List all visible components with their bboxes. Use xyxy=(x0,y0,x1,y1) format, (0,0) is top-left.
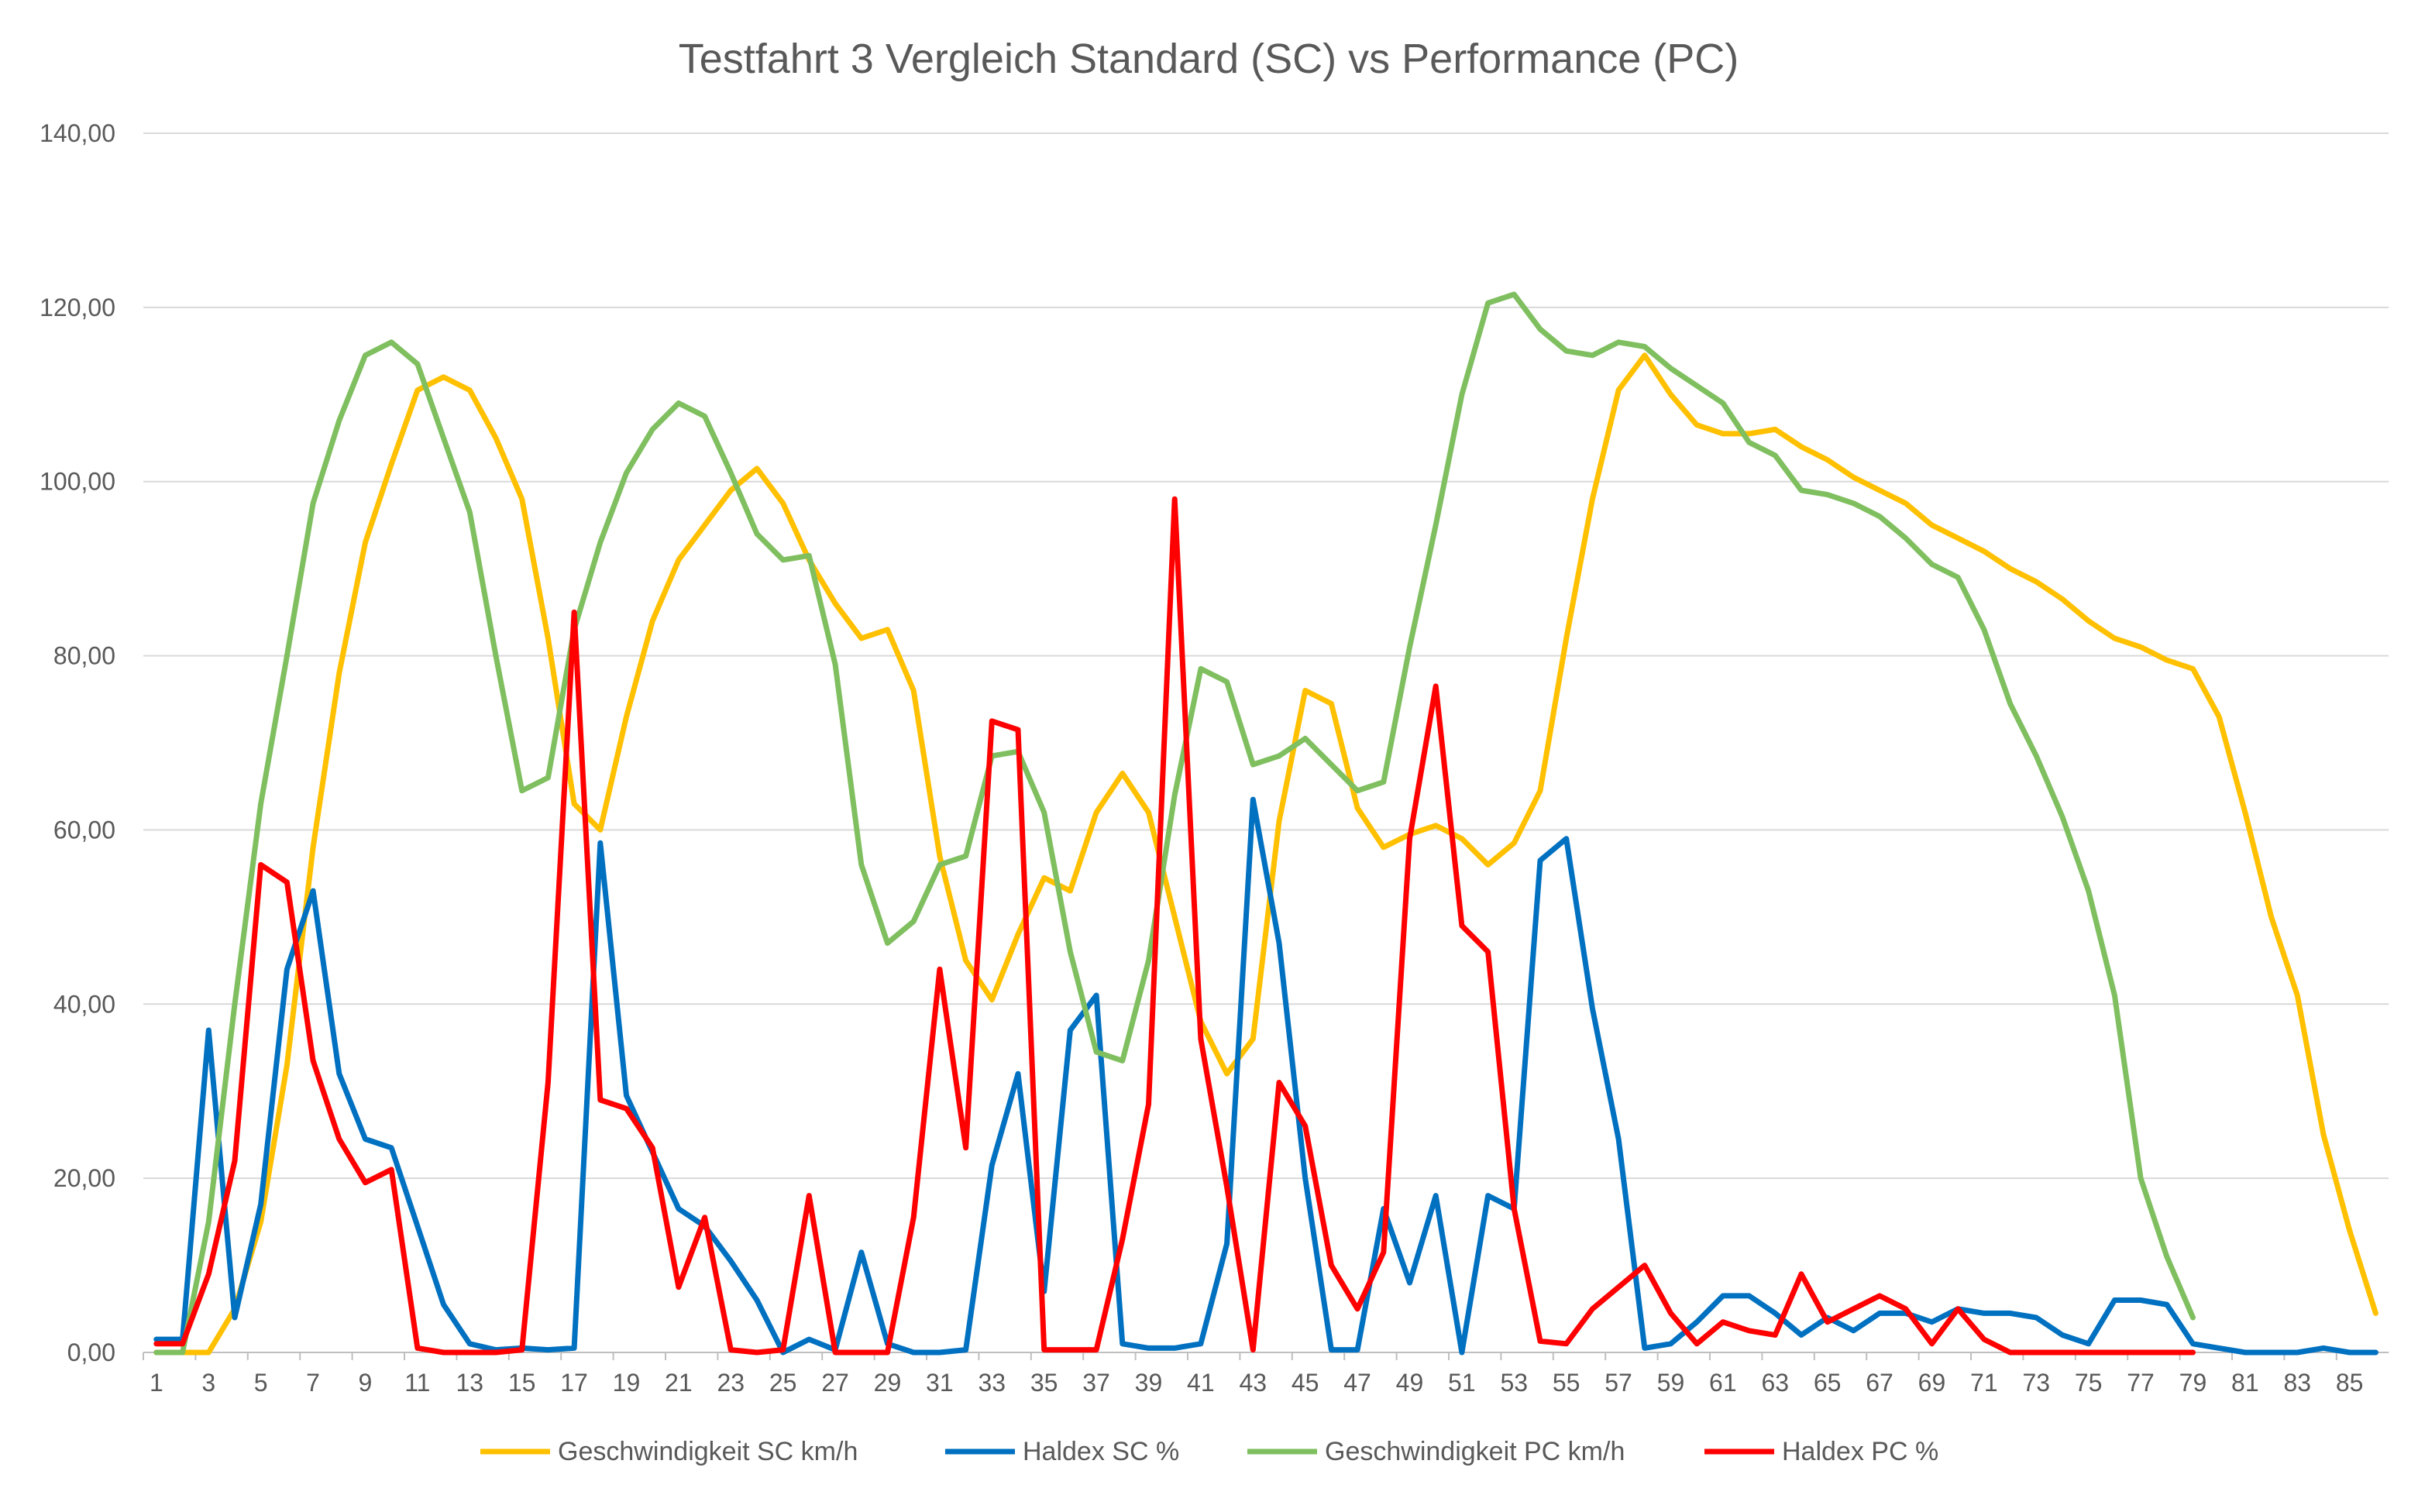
x-tick-label: 55 xyxy=(1553,1369,1580,1397)
x-tick-label: 13 xyxy=(456,1369,483,1397)
legend-label: Geschwindigkeit PC km/h xyxy=(1325,1437,1625,1466)
x-tick-label: 11 xyxy=(404,1369,430,1397)
chart-title: Testfahrt 3 Vergleich Standard (SC) vs P… xyxy=(679,36,1739,82)
x-tick-label: 17 xyxy=(560,1369,588,1397)
y-tick-label: 60,00 xyxy=(53,816,115,844)
x-tick-label: 77 xyxy=(2127,1369,2155,1397)
x-tick-label: 29 xyxy=(874,1369,902,1397)
x-tick-label: 41 xyxy=(1187,1369,1215,1397)
series-line-4 xyxy=(153,496,2196,1356)
y-axis-ticks: 0,00 20,00 40,00 60,00 80,00 100,00 120,00 140,… xyxy=(40,119,115,1366)
series-line-1 xyxy=(153,352,2378,1356)
y-tick-label: 80,00 xyxy=(53,642,115,670)
x-axis-ticks: 1 3 5 7 9 11 13 15 17 19 21 23 25 27 29 31 33 35 37 39 41 43 4… xyxy=(143,1352,2363,1397)
x-tick-label: 37 xyxy=(1082,1369,1110,1397)
series-lines xyxy=(153,291,2378,1356)
x-tick-label: 25 xyxy=(769,1369,797,1397)
x-tick-label: 47 xyxy=(1343,1369,1371,1397)
x-tick-label: 7 xyxy=(306,1369,320,1397)
x-tick-label: 71 xyxy=(1970,1369,1998,1397)
legend-item[interactable]: Geschwindigkeit PC km/h xyxy=(1247,1437,1625,1466)
x-tick-label: 81 xyxy=(2231,1369,2259,1397)
x-tick-label: 15 xyxy=(508,1369,536,1397)
gridlines xyxy=(143,132,2389,1353)
y-tick-label: 100,00 xyxy=(40,468,115,496)
legend-label: Haldex SC % xyxy=(1023,1437,1179,1466)
x-tick-label: 61 xyxy=(1709,1369,1737,1397)
legend-label: Geschwindigkeit SC km/h xyxy=(558,1437,858,1466)
x-tick-label: 75 xyxy=(2075,1369,2103,1397)
x-tick-label: 51 xyxy=(1448,1369,1476,1397)
x-tick-label: 3 xyxy=(201,1369,215,1397)
x-tick-label: 31 xyxy=(926,1369,954,1397)
x-tick-label: 19 xyxy=(613,1369,641,1397)
x-tick-label: 83 xyxy=(2283,1369,2311,1397)
x-tick-label: 73 xyxy=(2022,1369,2050,1397)
y-tick-label: 20,00 xyxy=(53,1164,115,1192)
legend: Geschwindigkeit SC km/h Haldex SC % Geschw… xyxy=(480,1437,1938,1466)
x-tick-label: 57 xyxy=(1605,1369,1632,1397)
x-tick-label: 85 xyxy=(2336,1369,2364,1397)
legend-item[interactable]: Haldex SC % xyxy=(945,1437,1179,1466)
x-tick-label: 67 xyxy=(1866,1369,1893,1397)
x-tick-label: 33 xyxy=(978,1369,1006,1397)
x-tick-label: 39 xyxy=(1135,1369,1163,1397)
legend-label: Haldex PC % xyxy=(1782,1437,1938,1466)
y-tick-label: 120,00 xyxy=(40,294,115,321)
legend-item[interactable]: Haldex PC % xyxy=(1704,1437,1938,1466)
x-tick-label: 23 xyxy=(717,1369,745,1397)
x-tick-label: 53 xyxy=(1500,1369,1528,1397)
x-tick-label: 5 xyxy=(254,1369,268,1397)
x-tick-label: 45 xyxy=(1292,1369,1319,1397)
x-tick-label: 35 xyxy=(1030,1369,1058,1397)
y-tick-label: 140,00 xyxy=(40,119,115,147)
x-tick-label: 69 xyxy=(1918,1369,1946,1397)
x-tick-label: 79 xyxy=(2179,1369,2207,1397)
series-line-2 xyxy=(153,796,2378,1356)
x-tick-label: 21 xyxy=(665,1369,693,1397)
y-tick-label: 0,00 xyxy=(67,1338,115,1366)
x-tick-label: 43 xyxy=(1239,1369,1267,1397)
x-tick-label: 63 xyxy=(1761,1369,1789,1397)
x-tick-label: 1 xyxy=(150,1369,163,1397)
series-line-3 xyxy=(153,291,2196,1356)
y-tick-label: 40,00 xyxy=(53,990,115,1018)
x-tick-label: 27 xyxy=(821,1369,849,1397)
x-tick-label: 49 xyxy=(1396,1369,1424,1397)
x-tick-label: 59 xyxy=(1657,1369,1685,1397)
x-tick-label: 9 xyxy=(359,1369,373,1397)
legend-item[interactable]: Geschwindigkeit SC km/h xyxy=(480,1437,858,1466)
x-tick-label: 65 xyxy=(1814,1369,1842,1397)
